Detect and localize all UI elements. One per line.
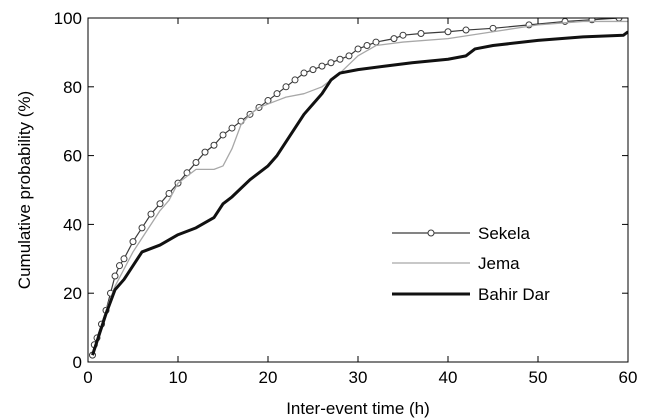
- data-point-sekela: [210, 141, 218, 149]
- legend-label-sekela: Sekela: [478, 224, 531, 243]
- series-line-bahir-dar: [91, 30, 628, 356]
- data-point-sekela: [345, 52, 353, 60]
- data-point-sekela: [291, 76, 299, 84]
- data-point-sekela: [354, 45, 362, 53]
- data-point-sekela: [462, 26, 470, 34]
- data-point-sekela: [399, 31, 407, 39]
- data-point-sekela: [390, 35, 398, 43]
- data-point-sekela: [273, 90, 281, 98]
- data-point-sekela: [192, 158, 200, 166]
- data-point-sekela: [138, 224, 146, 232]
- x-tick-label: 10: [169, 368, 188, 387]
- y-tick-label: 100: [54, 9, 82, 28]
- x-tick-label: 20: [259, 368, 278, 387]
- legend-box: [380, 212, 620, 318]
- series-line-jema: [91, 20, 628, 356]
- data-point-sekela: [228, 124, 236, 132]
- x-tick-label: 0: [83, 368, 92, 387]
- data-point-sekela: [372, 38, 380, 46]
- data-point-sekela: [156, 200, 164, 208]
- data-point-sekela: [147, 210, 155, 218]
- data-point-sekela: [318, 62, 326, 70]
- axes: 0 10 20 30 40 50 60 0 20 40 60 80 100: [54, 9, 638, 387]
- data-point-sekela: [417, 29, 425, 37]
- x-tick-label: 50: [529, 368, 548, 387]
- data-point-sekela: [111, 272, 119, 280]
- x-tick-label: 30: [349, 368, 368, 387]
- plot-area: [89, 18, 628, 359]
- data-point-sekela: [327, 59, 335, 67]
- data-point-sekela: [444, 28, 452, 36]
- data-point-sekela: [363, 42, 371, 50]
- y-tick-label: 0: [73, 353, 82, 372]
- y-tick-label: 80: [63, 78, 82, 97]
- y-axis-label: Cumulative probability (%): [15, 91, 34, 289]
- data-point-sekela: [201, 148, 209, 156]
- x-axis-label: Inter-event time (h): [286, 399, 430, 418]
- legend: Sekela Jema Bahir Dar: [380, 212, 620, 318]
- data-point-sekela: [237, 117, 245, 125]
- legend-label-bahir-dar: Bahir Dar: [478, 285, 550, 304]
- data-point-sekela: [489, 24, 497, 32]
- x-tick-label: 40: [439, 368, 458, 387]
- legend-label-jema: Jema: [478, 254, 520, 273]
- data-point-sekela: [120, 255, 128, 263]
- legend-marker-sekela: [427, 229, 435, 237]
- data-point-sekela: [336, 55, 344, 63]
- data-point-sekela: [309, 66, 317, 74]
- data-point-sekela: [129, 238, 137, 246]
- x-tick-label: 60: [619, 368, 638, 387]
- data-point-sekela: [219, 131, 227, 139]
- y-tick-label: 20: [63, 284, 82, 303]
- y-tick-label: 60: [63, 147, 82, 166]
- y-tick-label: 40: [63, 215, 82, 234]
- data-point-sekela: [300, 69, 308, 77]
- data-point-sekela: [116, 262, 123, 270]
- data-point-sekela: [282, 83, 290, 91]
